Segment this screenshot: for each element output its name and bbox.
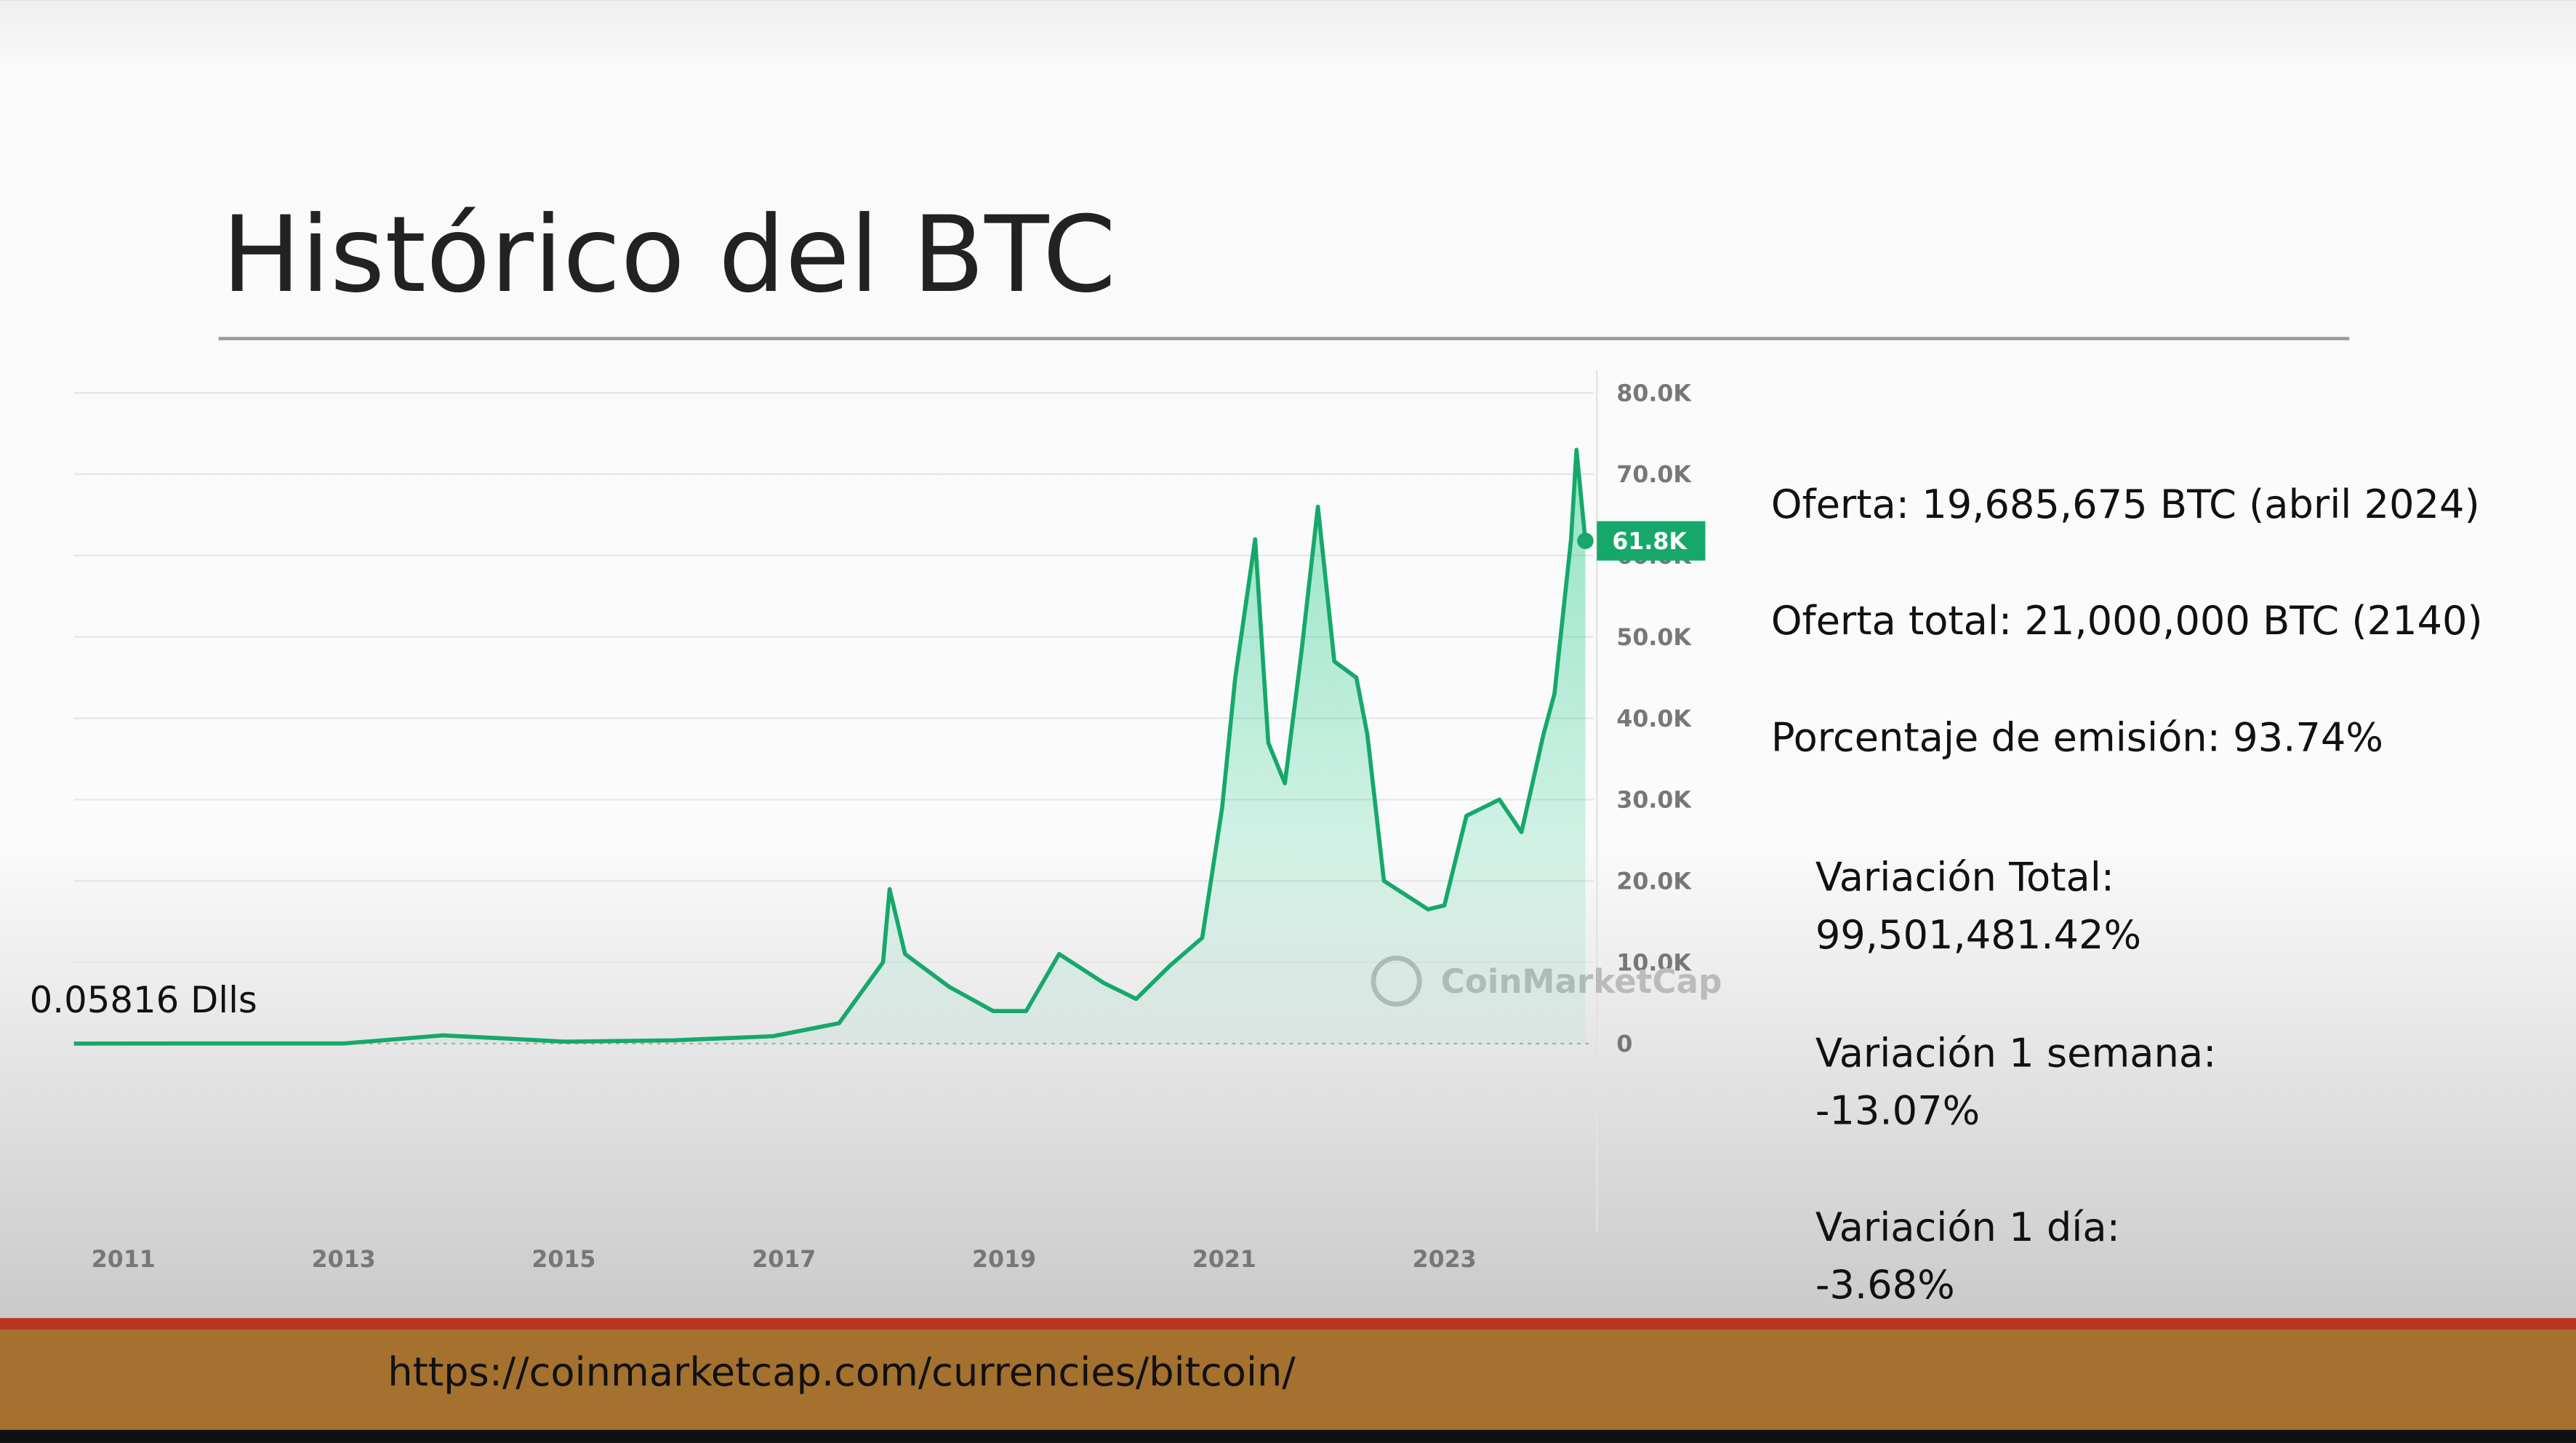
y-tick-label: 40.0K <box>1616 706 1692 732</box>
y-tick-label: 0 <box>1616 1031 1632 1058</box>
x-tick-label: 2021 <box>1192 1247 1256 1273</box>
x-tick-label: 2013 <box>312 1247 376 1273</box>
y-tick-label: 50.0K <box>1616 625 1692 651</box>
x-tick-label: 2023 <box>1413 1247 1477 1273</box>
footer-bar <box>0 1330 2576 1430</box>
plot: 010.0K20.0K30.0K40.0K50.0K60.0K70.0K80.0… <box>30 369 1722 1273</box>
price-line <box>73 447 1588 1046</box>
last-point <box>1577 532 1594 549</box>
stat: Oferta total: 21,000,000 BTC (2140) <box>1771 598 2483 644</box>
y-tick-label: 30.0K <box>1616 788 1692 814</box>
price-tag-label: 61.8K <box>1612 529 1688 555</box>
stat: Oferta: 19,685,675 BTC (abril 2024) <box>1771 481 2480 527</box>
variation-label: Variación 1 semana: <box>1815 1031 2217 1076</box>
x-tick-label: 2019 <box>972 1247 1036 1273</box>
y-tick-label: 10.0K <box>1616 950 1692 976</box>
x-tick-label: 2011 <box>92 1247 156 1273</box>
stat: Porcentaje de emisión: 93.74% <box>1771 715 2383 761</box>
variation-value: -3.68% <box>1815 1262 1955 1308</box>
variation-label: Variación Total: <box>1815 855 2114 900</box>
source-link[interactable]: https://coinmarketcap.com/currencies/bit… <box>388 1349 1296 1395</box>
footer-stripe <box>0 1318 2576 1330</box>
slide-title: Histórico del BTC <box>222 194 1116 316</box>
variation-label: Variación 1 día: <box>1815 1204 2120 1250</box>
footer-edge <box>0 1429 2576 1443</box>
x-tick-label: 2017 <box>752 1247 816 1273</box>
y-tick-label: 80.0K <box>1616 380 1692 407</box>
price-tag <box>1597 521 1706 561</box>
area <box>73 449 1586 1044</box>
y-tick-label: 70.0K <box>1616 462 1692 488</box>
variation-value: 99,501,481.42% <box>1815 912 2141 958</box>
y-tick-label: 20.0K <box>1616 868 1692 895</box>
variation-value: -13.07% <box>1815 1088 1980 1134</box>
x-tick-label: 2015 <box>531 1247 595 1273</box>
start-label: 0.05816 Dlls <box>30 979 257 1021</box>
